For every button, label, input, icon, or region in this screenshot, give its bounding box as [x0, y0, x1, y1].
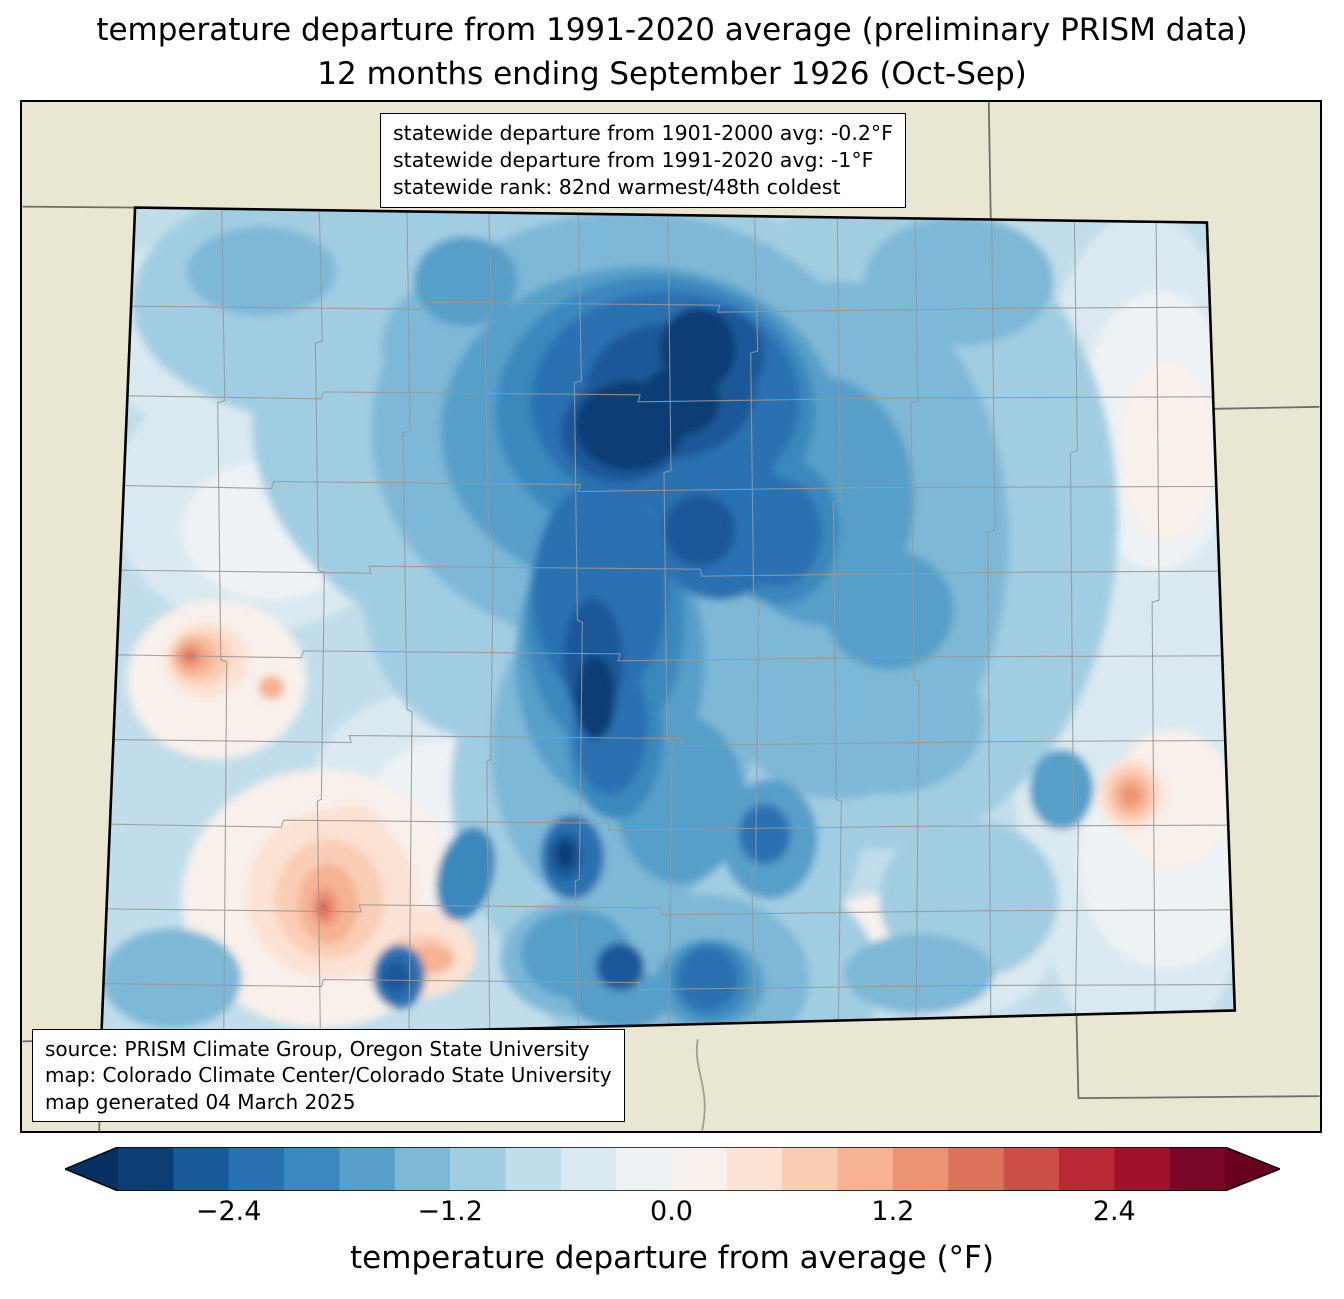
- colorbar: [63, 1146, 1282, 1192]
- statewide-stats-box: statewide departure from 1901-2000 avg: …: [380, 113, 906, 209]
- stats-line-1: statewide departure from 1901-2000 avg: …: [393, 121, 893, 145]
- contour-field: [101, 207, 1235, 1040]
- colorbar-axis-label: temperature departure from average (°F): [350, 1240, 994, 1276]
- source-line-2: map: Colorado Climate Center/Colorado St…: [45, 1063, 612, 1088]
- source-attribution-box: source: PRISM Climate Group, Oregon Stat…: [32, 1028, 625, 1122]
- tick-label: −2.4: [195, 1196, 262, 1227]
- tick-label: 1.2: [871, 1196, 915, 1227]
- colorbar-under-arrow: [65, 1147, 118, 1191]
- stats-line-2: statewide departure from 1991-2020 avg: …: [393, 148, 874, 173]
- colorbar-over-arrow: [1225, 1147, 1280, 1191]
- map-axes: statewide departure from 1901-2000 avg: …: [20, 100, 1322, 1133]
- page-title: temperature departure from 1991-2020 ave…: [96, 12, 1248, 48]
- colorado-state-border: [99, 206, 1237, 1041]
- source-line-3: map generated 04 March 2025: [45, 1089, 356, 1114]
- page-subtitle: 12 months ending September 1926 (Oct-Sep…: [317, 56, 1027, 92]
- county-boundaries: [103, 208, 1233, 1037]
- source-line-1: source: PRISM Climate Group, Oregon Stat…: [45, 1036, 590, 1061]
- tick-label: 0.0: [650, 1196, 693, 1227]
- colorbar-segments: [118, 1147, 1225, 1191]
- tick-label: −1.2: [417, 1196, 483, 1227]
- stats-line-3: statewide rank: 82nd warmest/48th coldes…: [393, 175, 841, 200]
- colorado-map: [22, 102, 1320, 1131]
- colorbar-tick-labels: −2.4 −1.2 0.0 1.2 2.4: [65, 1196, 1280, 1228]
- colorbar-svg: [63, 1146, 1282, 1192]
- tick-label: 2.4: [1092, 1196, 1136, 1227]
